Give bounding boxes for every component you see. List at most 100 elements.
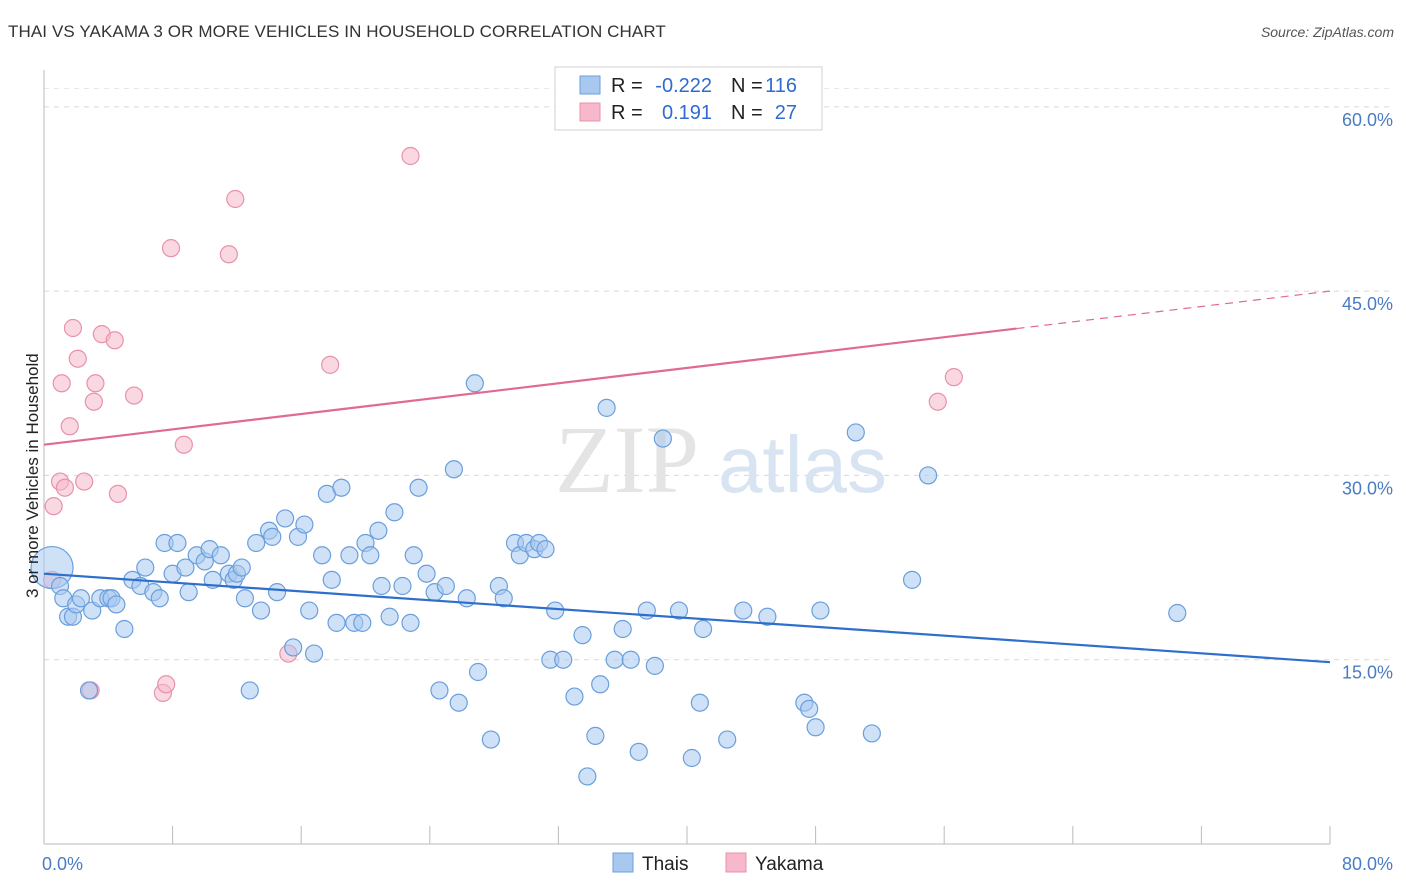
thais-point (862, 724, 881, 743)
thais-point (669, 601, 689, 620)
thais-point (645, 656, 664, 675)
thais-point (758, 607, 777, 626)
thais-point (494, 589, 513, 608)
thais-point (361, 546, 380, 565)
thais-point (417, 564, 436, 583)
thais-point (591, 675, 610, 694)
thais-point (276, 509, 295, 528)
legend-box: R = -0.222 N = 116 R = 0.191 N = 27 (554, 66, 823, 131)
source-label: Source: ZipAtlas.com (1260, 24, 1394, 40)
legend-r-label-yakama: R = (611, 102, 643, 124)
thais-point (409, 478, 428, 497)
thais-point (267, 583, 287, 602)
thais-point (449, 693, 468, 712)
legend-swatch-yakama (579, 102, 601, 122)
thais-point (430, 681, 449, 700)
yakama-point (124, 386, 144, 405)
thais-point (682, 748, 701, 768)
thais-point (465, 374, 484, 393)
thais-point (536, 540, 555, 559)
thais-point (240, 681, 259, 700)
yakama-point (68, 349, 87, 368)
y-tick-label-45: 45.0% (1342, 294, 1393, 314)
yakama-point (84, 392, 103, 411)
thais-point (613, 619, 632, 639)
yakama-point (108, 484, 128, 503)
yakama-point (75, 472, 94, 491)
thais-point (150, 589, 169, 608)
thais-point (136, 558, 155, 577)
thais-point (597, 398, 616, 417)
thais-point (621, 650, 640, 669)
thais-point (340, 546, 359, 565)
thais-point (312, 546, 332, 565)
yakama-trend-line (43, 327, 1017, 446)
thais-point (369, 521, 388, 540)
legend-r-label-thais: R = (611, 75, 643, 97)
bottom-legend-label-thais: Thais (642, 854, 688, 875)
bottom-legend-swatch-thais (612, 852, 634, 873)
thais-point (1168, 603, 1187, 623)
yakama-point (401, 146, 420, 166)
thais-point (251, 601, 271, 620)
thais-point (322, 570, 341, 589)
thais-point (179, 583, 198, 602)
thais-point (380, 607, 399, 626)
yakama-point (226, 189, 245, 209)
thais-point (554, 650, 573, 669)
yakama-point (219, 245, 238, 264)
thais-point (168, 533, 187, 553)
thais-point (232, 558, 251, 577)
yakama-point (161, 239, 181, 258)
x-tick-label-min: 0.0% (42, 854, 83, 874)
thais-point (919, 466, 938, 485)
y-tick-label-30: 30.0% (1342, 478, 1393, 498)
thais-point (300, 601, 319, 620)
thais-point (800, 699, 819, 718)
thais-point (393, 576, 412, 596)
thais-point (565, 687, 584, 706)
thais-point (401, 613, 420, 632)
thais-point (846, 423, 865, 442)
yakama-point (157, 675, 176, 694)
thais-point (653, 429, 672, 448)
thais-point (385, 503, 404, 522)
thais-point (71, 589, 91, 608)
legend-swatch-thais (579, 75, 601, 95)
yakama-point (44, 497, 63, 516)
y-axis-label: 3 or more Vehicles in Household (23, 353, 42, 598)
thais-point (734, 601, 753, 620)
thais-point (304, 644, 324, 663)
thais-point (115, 619, 134, 639)
thais-point (468, 662, 488, 682)
y-tick-label-15: 15.0% (1342, 663, 1393, 683)
thais-point (811, 601, 830, 620)
yakama-point (86, 374, 105, 393)
thais-point (263, 527, 282, 546)
watermark: ZIP atlas (555, 406, 887, 513)
thais-point (546, 601, 565, 620)
thais-point (629, 742, 648, 761)
thais-point (176, 558, 195, 577)
yakama-trend-extension (1016, 290, 1331, 330)
thais-point (481, 730, 500, 749)
bottom-legend-swatch-yakama (725, 852, 747, 873)
thais-point (372, 576, 391, 596)
yakama-point (55, 478, 74, 497)
yakama-point (928, 392, 947, 411)
legend-n-label-thais: N = (731, 75, 763, 97)
legend-n-value-yakama: 27 (775, 102, 797, 124)
yakama-point (105, 331, 124, 350)
thais-point (718, 730, 737, 749)
thais-point (902, 570, 922, 589)
thais-point (353, 613, 372, 632)
yakama-point (52, 374, 71, 393)
thais-point (444, 460, 464, 479)
thais-point (332, 478, 351, 497)
thais-point (327, 613, 346, 632)
bottom-legend: Thais Yakama (612, 852, 824, 875)
thais-point (211, 546, 230, 565)
thais-trend-line (43, 572, 1331, 664)
axes (43, 70, 1331, 845)
